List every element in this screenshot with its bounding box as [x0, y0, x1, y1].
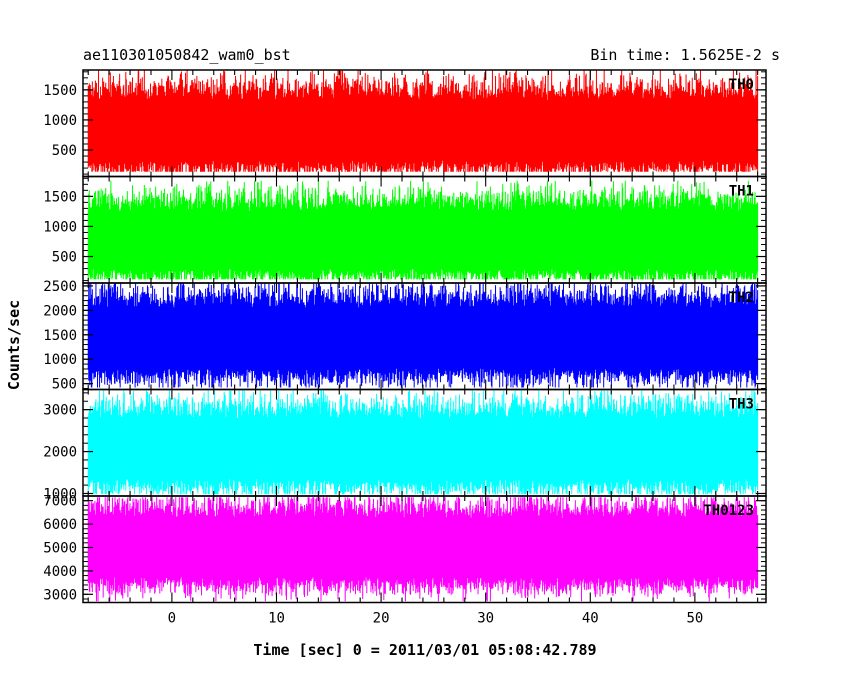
y-tick-label: 1000: [43, 486, 77, 502]
series-core-th1: [88, 219, 758, 260]
series-core-th3: [88, 427, 758, 470]
panel-th3: 1000 2000 3000 TH3: [43, 388, 767, 502]
y-tick-label: 500: [52, 250, 77, 266]
x-tick-label: 40: [582, 611, 599, 627]
y-tick-label: 1000: [43, 219, 77, 235]
panel-label-th0: TH0: [729, 77, 754, 93]
series-core-th0123: [88, 527, 758, 568]
series-core-th0: [88, 109, 758, 152]
y-tick-label: 3000: [43, 587, 77, 603]
y-tick-label: 6000: [43, 517, 77, 533]
x-tick-label: 0: [168, 611, 176, 627]
y-tick-label: 1500: [43, 83, 77, 99]
y-tick-label: 1000: [43, 352, 77, 368]
y-tick-label: 2500: [43, 279, 77, 295]
panel-th2: 500 1000 1500 2000 2500 TH2: [43, 279, 767, 393]
y-tick-label: 4000: [43, 564, 77, 580]
bin-time-label: Bin time: 1.5625E-2 s: [590, 46, 780, 64]
y-tick-label: 3000: [43, 403, 77, 419]
x-tick-label: 20: [373, 611, 390, 627]
figure-title: ae110301050842_wam0_bst: [83, 46, 291, 64]
y-tick-label: 500: [52, 377, 77, 393]
y-tick-label: 7000: [43, 494, 77, 510]
panel-label-th2: TH2: [729, 290, 754, 306]
y-tick-label: 1000: [43, 113, 77, 129]
panel-th1: 500 1000 1500 TH1: [43, 175, 767, 284]
panel-th0: 500 1000 1500 TH0: [43, 69, 767, 178]
y-tick-label: 2000: [43, 303, 77, 319]
y-axis-label: Counts/sec: [5, 300, 23, 390]
y-tick-label: 1500: [43, 189, 77, 205]
x-tick-label: 10: [268, 611, 285, 627]
panel-label-th0123: TH0123: [703, 503, 754, 519]
x-axis-label: Time [sec] 0 = 2011/03/01 05:08:42.789: [253, 641, 596, 659]
series-core-th2: [88, 316, 758, 359]
panel-frame: [82, 495, 767, 604]
y-tick-label: 5000: [43, 540, 77, 556]
y-tick-label: 2000: [43, 445, 77, 461]
y-tick-label: 1500: [43, 328, 77, 344]
panel-label-th3: TH3: [729, 397, 754, 413]
x-tick-label: 30: [477, 611, 494, 627]
y-tick-label: 500: [52, 143, 77, 159]
x-tick-label: 50: [686, 611, 703, 627]
panel-label-th1: TH1: [729, 184, 754, 200]
panel-th0123: 3000 4000 5000 6000 7000 TH0123 0 10 20 30 40 50: [43, 494, 767, 627]
